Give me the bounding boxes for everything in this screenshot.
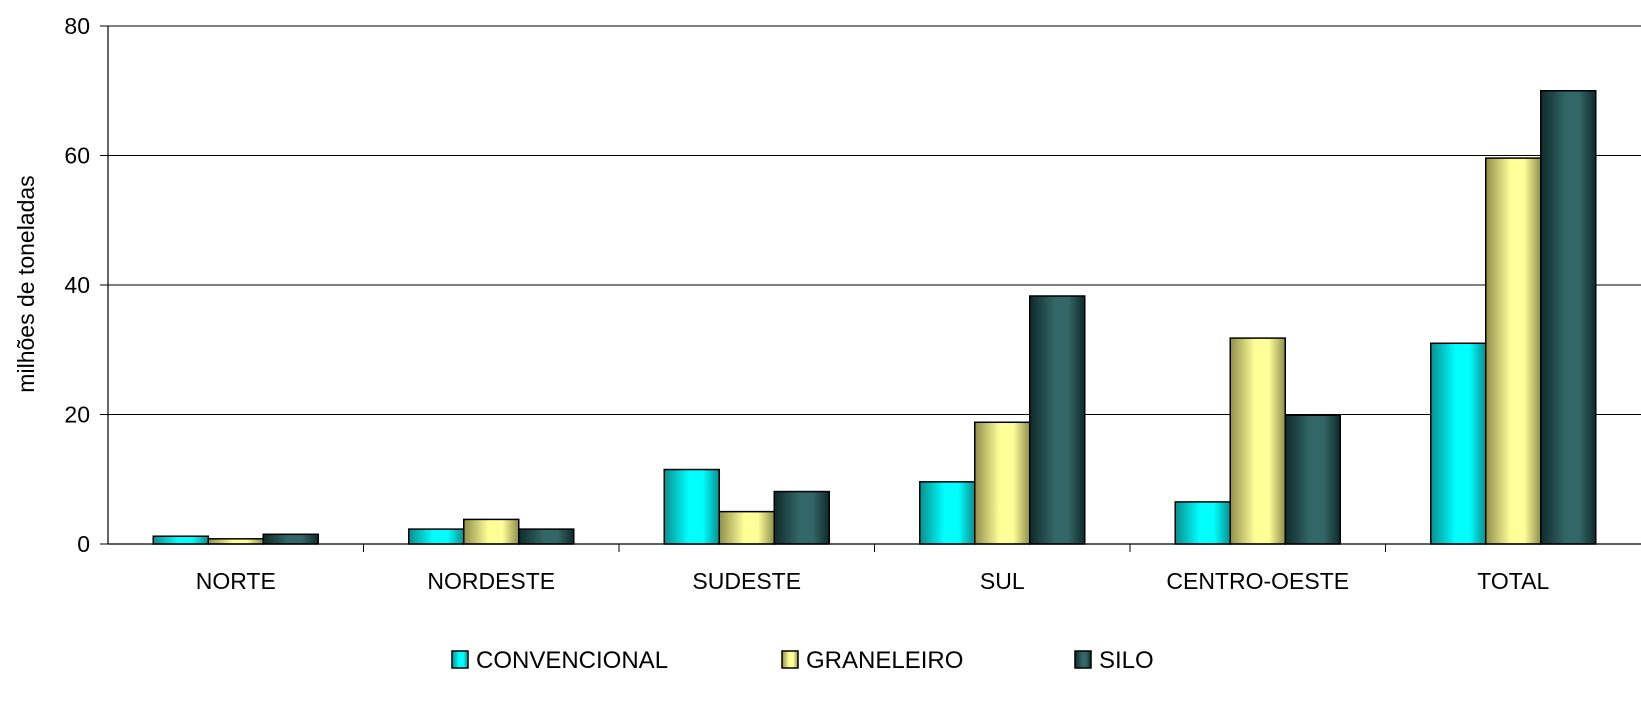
legend-swatch-convencional (451, 650, 469, 669)
y-tick-labels: 0 20 40 60 80 (64, 13, 90, 557)
x-tick-labels: NORTE NORDESTE SUDESTE SUL CENTRO-OESTE TOTAL (196, 568, 1550, 594)
bar-graneleiro-total (1485, 157, 1542, 545)
bars (152, 90, 1597, 545)
bar-convencional-norte (152, 535, 209, 545)
x-tick-label: NORTE (196, 568, 276, 594)
bar-silo-total (1540, 90, 1597, 545)
bar-graneleiro-nordeste (463, 518, 520, 545)
x-tick-label: NORDESTE (427, 568, 555, 594)
y-tick-label: 60 (64, 143, 90, 169)
bar-graneleiro-sul (974, 421, 1031, 545)
x-tick-label: TOTAL (1477, 568, 1549, 594)
bar-silo-centro-oeste (1284, 414, 1341, 545)
x-tick-label: CENTRO-OESTE (1166, 568, 1349, 594)
bar-graneleiro-centro-oeste (1229, 337, 1286, 545)
y-tick-label: 0 (77, 531, 90, 557)
bar-silo-sul (1029, 295, 1086, 545)
axes (107, 26, 1641, 552)
y-tick-label: 80 (64, 13, 90, 39)
bar-graneleiro-sudeste (718, 510, 775, 545)
bar-convencional-centro-oeste (1174, 501, 1231, 545)
y-tick-label: 40 (64, 272, 90, 298)
legend: CONVENCIONAL GRANELEIRO SILO (451, 647, 1154, 674)
legend-swatch-graneleiro (781, 650, 799, 669)
bar-silo-sudeste (773, 490, 830, 545)
legend-label-convencional: CONVENCIONAL (476, 647, 668, 674)
bar-convencional-total (1430, 342, 1487, 545)
legend-label-silo: SILO (1099, 647, 1154, 674)
legend-label-graneleiro: GRANELEIRO (806, 647, 963, 674)
x-tick-label: SUL (980, 568, 1025, 594)
gridlines (100, 25, 1641, 545)
y-tick-label: 20 (64, 402, 90, 428)
bar-silo-nordeste (518, 528, 575, 545)
legend-swatch-silo (1074, 650, 1092, 669)
y-axis-title: milhões de toneladas (13, 175, 39, 392)
bar-convencional-sul (919, 481, 976, 545)
x-tick-label: SUDESTE (692, 568, 801, 594)
bar-convencional-sudeste (663, 468, 720, 545)
bar-graneleiro-norte (207, 538, 264, 545)
bar-convencional-nordeste (408, 528, 465, 545)
bar-silo-norte (262, 533, 319, 545)
